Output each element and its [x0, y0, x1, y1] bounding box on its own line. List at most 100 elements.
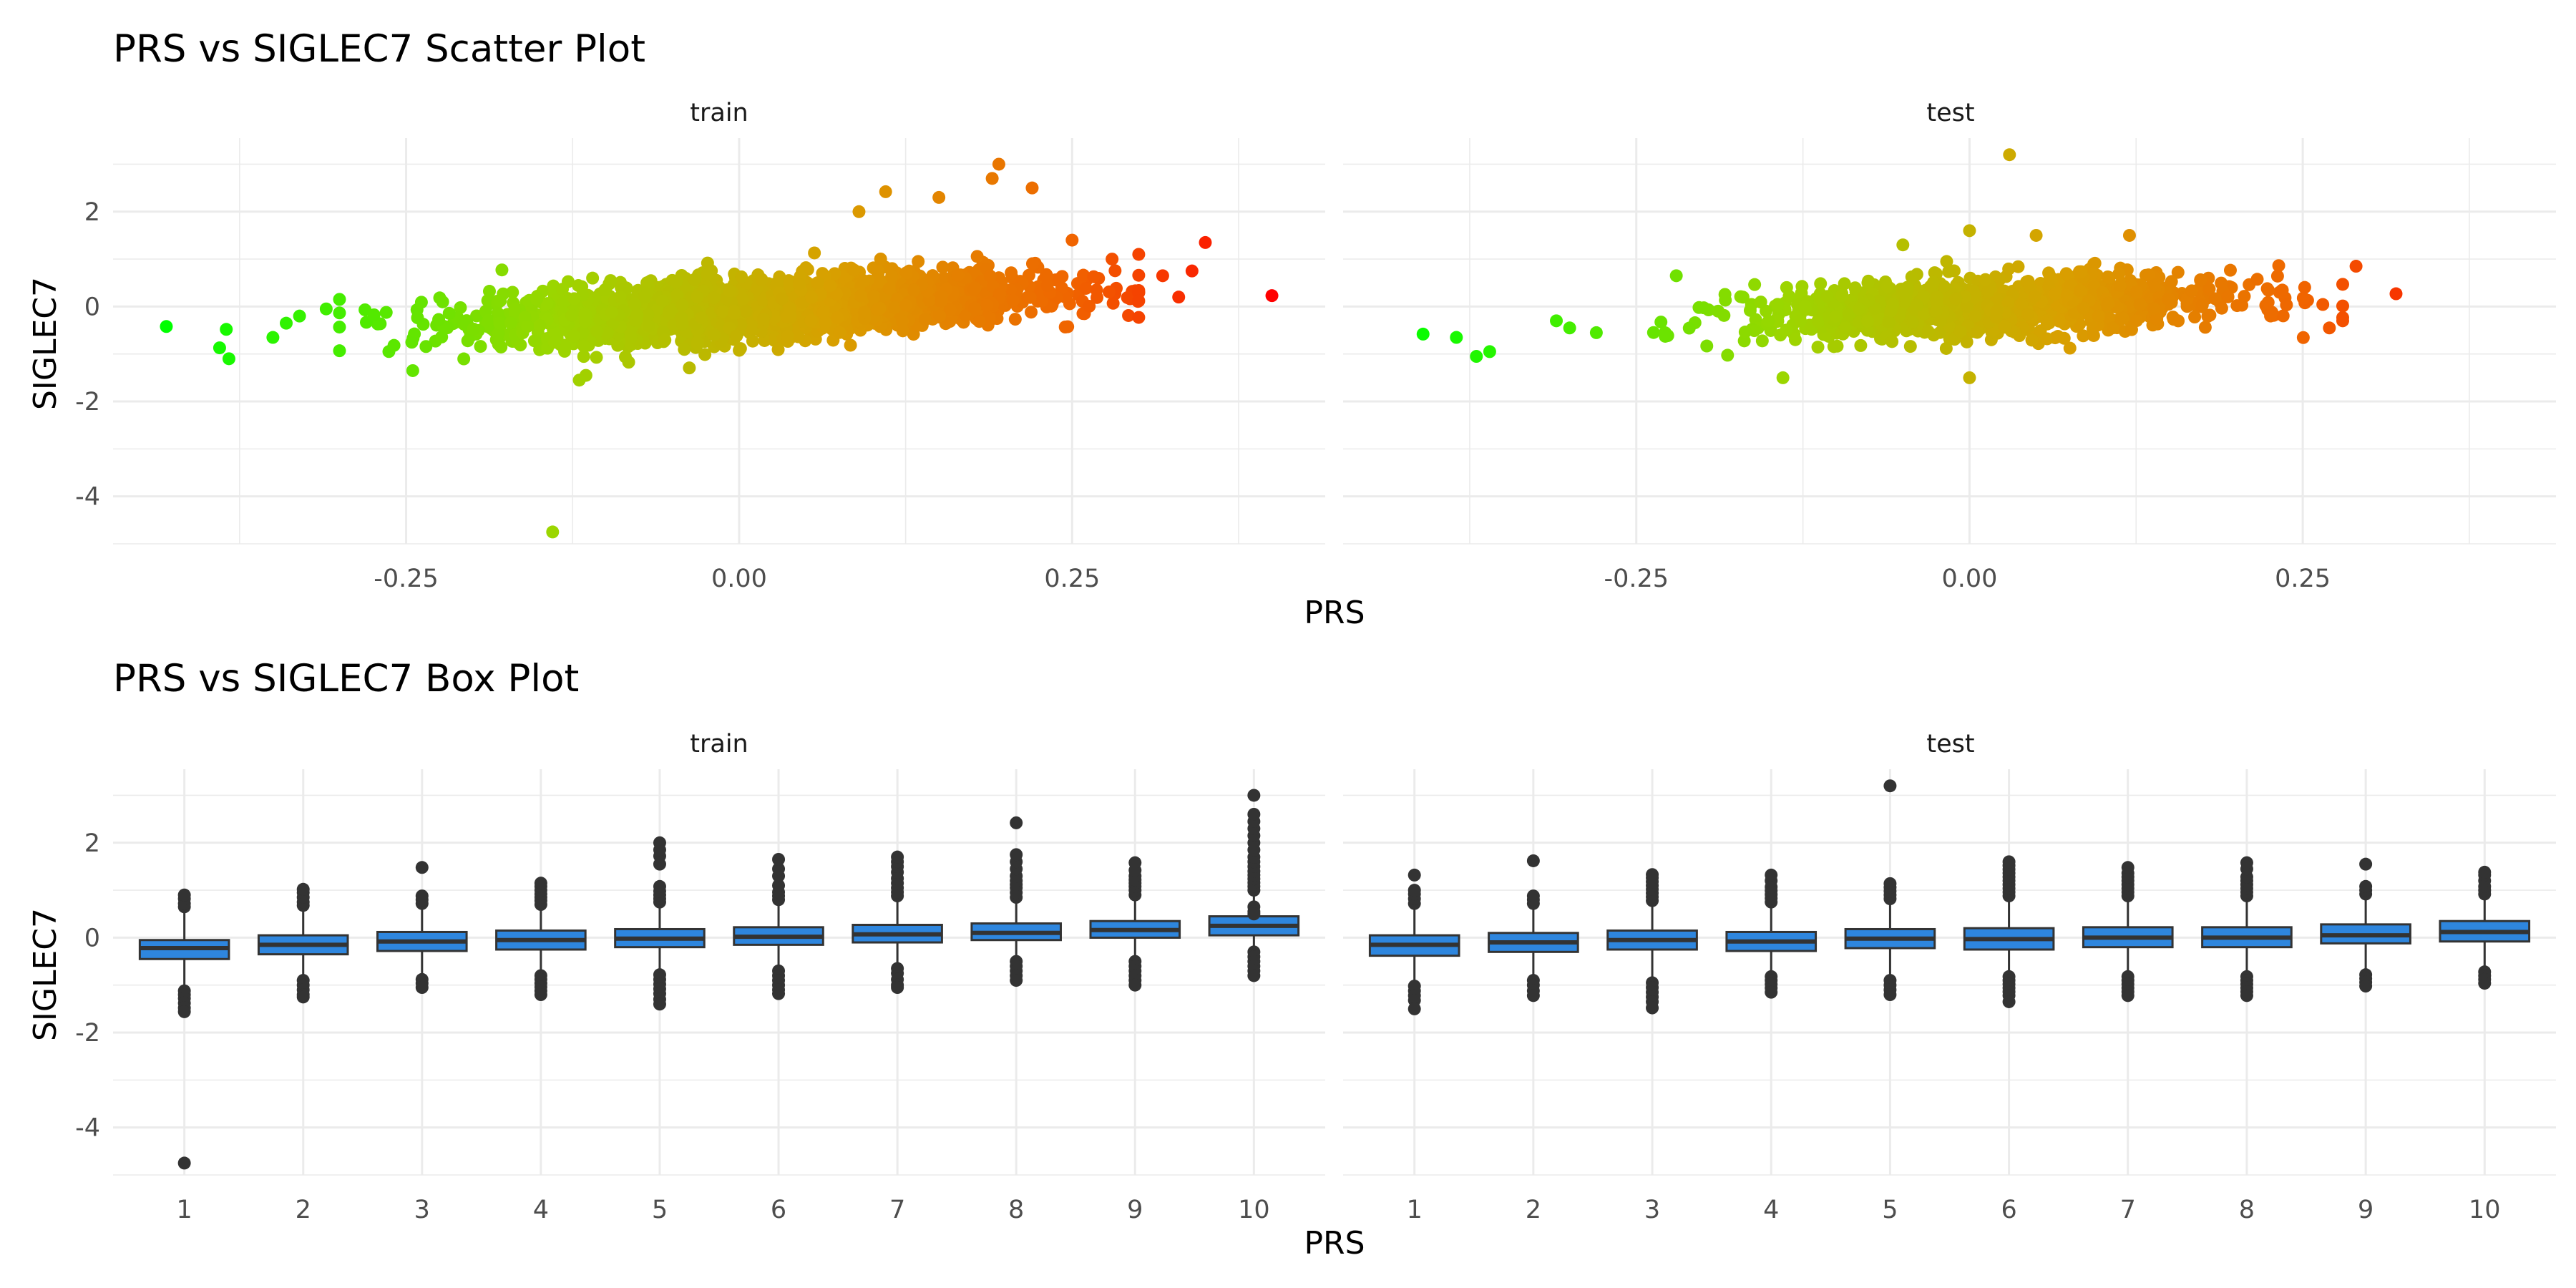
scatter-point [1899, 292, 1913, 306]
scatter-point [580, 309, 593, 323]
scatter-point [2389, 287, 2403, 301]
scatter-point [1738, 326, 1752, 339]
scatter-point [2195, 298, 2209, 312]
scatter-point [333, 344, 346, 358]
scatter-point [1005, 266, 1018, 280]
scatter-point [783, 301, 796, 315]
scatter-point [1937, 280, 1951, 293]
scatter-point [1083, 299, 1096, 313]
box-x-tick-label: 4 [1763, 1196, 1779, 1224]
scatter-point [2280, 298, 2293, 312]
scatter-point [1721, 348, 1735, 362]
scatter-point [867, 289, 880, 303]
box-outlier [1128, 856, 1142, 869]
scatter-point [546, 525, 560, 539]
scatter-point [333, 293, 346, 306]
box-x-tick-label: 6 [2001, 1196, 2016, 1224]
scatter-point [781, 329, 794, 343]
scatter-point [624, 331, 638, 344]
scatter-point [1754, 296, 1767, 309]
scatter-point [586, 271, 600, 285]
scatter-point [220, 323, 233, 336]
scatter-point [2148, 280, 2162, 294]
scatter-point [405, 336, 419, 349]
scatter-point [442, 306, 456, 320]
scatter-point [432, 313, 446, 326]
scatter-point [2250, 273, 2264, 286]
box-outlier [1526, 889, 1540, 903]
scatter-point [2087, 328, 2100, 342]
scatter-point [828, 267, 841, 280]
scatter-point [1838, 277, 1851, 291]
box-x-tick-label: 9 [2358, 1196, 2373, 1224]
scatter-point [2316, 298, 2330, 311]
scatter-point [2336, 314, 2349, 328]
box-train-10 [1208, 789, 1300, 982]
scatter-point [2011, 260, 2025, 273]
box-outlier [534, 877, 547, 890]
box-x-tick-label: 1 [1407, 1196, 1423, 1224]
scatter-point [1025, 181, 1039, 195]
scatter-point [2025, 333, 2039, 347]
scatter-point [494, 294, 507, 308]
box-outlier [1646, 868, 1659, 882]
box-test-5 [1844, 779, 1936, 1001]
scatter-point [874, 252, 887, 265]
scatter-point [912, 255, 925, 268]
scatter-point [967, 283, 981, 296]
scatter-point [379, 306, 393, 319]
scatter-y-tick-label: 0 [84, 293, 100, 321]
scatter-point [1122, 308, 1136, 322]
scatter-point [885, 269, 899, 283]
scatter-point [2064, 278, 2077, 291]
scatter-point [213, 341, 226, 355]
scatter-point [2003, 148, 2016, 162]
scatter-point [847, 263, 861, 277]
scatter-point [833, 326, 847, 339]
box-outlier [891, 850, 904, 864]
scatter-point [1979, 273, 1992, 286]
box-outlier [296, 882, 310, 896]
scatter-point [739, 304, 753, 318]
scatter-point [1939, 341, 1953, 355]
scatter-point [2336, 278, 2349, 291]
scatter-point [2165, 275, 2178, 288]
scatter-point [932, 190, 946, 204]
box-outlier [1526, 989, 1540, 1002]
box-train-5 [614, 836, 706, 1011]
scatter-point [1659, 329, 1672, 343]
scatter-point [1835, 289, 1848, 303]
scatter-point [1905, 270, 1918, 283]
box-x-tick-label: 10 [1238, 1196, 1270, 1224]
scatter-point [1798, 299, 1812, 313]
box-outlier [415, 861, 429, 874]
scatter-point [935, 289, 949, 303]
scatter-point [642, 319, 655, 333]
scatter-point [1811, 341, 1825, 354]
scatter-point [1156, 269, 1169, 283]
scatter-point [844, 338, 857, 352]
scatter-point [1172, 291, 1186, 304]
box-test-6 [1963, 855, 2055, 1008]
scatter-point [2336, 299, 2349, 313]
box-outlier [772, 862, 786, 876]
scatter-point [1132, 268, 1146, 282]
scatter-point [755, 273, 769, 286]
scatter-point [1743, 303, 1757, 317]
scatter-point [2021, 307, 2034, 321]
scatter-point [670, 288, 684, 302]
scatter-point [775, 292, 789, 306]
scatter-point [936, 260, 950, 274]
scatter-point [819, 316, 832, 329]
box-x-tick-label: 4 [533, 1196, 549, 1224]
box-train-7 [852, 850, 943, 995]
scatter-point [1040, 270, 1054, 283]
scatter-plot-layers: -0.25 0.00 0.25 -4 -2 0 2 -0.25 0.00 0.25 [75, 138, 2556, 593]
scatter-point [319, 302, 333, 316]
scatter-point [641, 308, 655, 321]
scatter-point [1061, 320, 1075, 333]
scatter-point [805, 291, 819, 304]
box-train-2 [257, 882, 349, 1004]
scatter-point [2015, 297, 2029, 311]
